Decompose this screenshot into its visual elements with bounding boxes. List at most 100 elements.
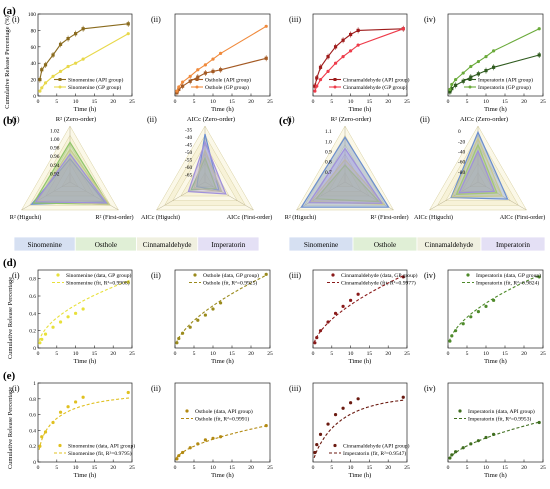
data-point <box>38 78 42 82</box>
panel-tag: (i) <box>12 15 20 24</box>
data-point <box>126 32 130 36</box>
x-axis-label: Time (h) <box>211 106 234 113</box>
legend-entry-0: Sinomenine (data, API group) <box>58 443 135 450</box>
data-point <box>356 28 360 32</box>
radar-scale-label: 0.98 <box>50 146 60 152</box>
panel-tag: (i) <box>287 115 295 124</box>
x-tick-label: 10 <box>483 465 489 471</box>
data-point <box>356 397 360 401</box>
legend-marker <box>333 78 337 81</box>
fit-line-1 <box>175 274 268 344</box>
radar-series-osthole <box>455 143 498 196</box>
legend-entry-0: Imperatorin (API group) <box>464 77 533 84</box>
legend-label: Imperatorin <box>496 241 530 249</box>
panel-tag: (iv) <box>424 271 436 280</box>
data-point <box>66 405 70 409</box>
radar-axis-label: AICc (Higuchi) <box>414 214 453 221</box>
fit-line-1 <box>313 274 405 343</box>
data-point <box>318 432 323 436</box>
legend-label: Cinnamaldehyde (fit, R²=0.9977) <box>341 280 416 287</box>
y-tick-label: 100 <box>28 12 36 18</box>
data-point <box>448 90 452 94</box>
data-point <box>219 68 223 72</box>
data-point <box>356 292 360 296</box>
x-axis-label: Time (h) <box>484 358 507 365</box>
data-point <box>177 85 181 89</box>
panel-tag: (ii) <box>420 115 430 124</box>
radar-series-cinnamaldehyde <box>451 136 504 198</box>
data-point <box>196 318 200 322</box>
radar-scale-label: -40 <box>458 149 465 155</box>
legend-entry-0: Osthole (data, API group) <box>185 408 253 415</box>
radar-spoke <box>21 181 71 211</box>
data-point <box>58 69 63 73</box>
data-point <box>333 311 338 315</box>
data-point <box>211 57 215 61</box>
y-tick-label: 0.2 <box>29 329 36 335</box>
panel-tag: (iii) <box>289 15 301 24</box>
data-point <box>461 71 465 75</box>
panel-c-ii: -80 -60 -40 -20 0 AICc (Zero-order) AICc (Firs… <box>414 115 545 221</box>
radar-axis-label: R² (First-order) <box>370 214 408 221</box>
x-tick-label: 5 <box>466 99 469 105</box>
legend-entry-0: Cinnamaldehyde (data, GP group) <box>331 272 418 279</box>
legend-entry-1: Sinomenine (GP group) <box>54 84 121 91</box>
legend-marker <box>333 443 337 448</box>
panel-a-iv: (iv) 0 5 10 15 20 25 Time (h) Imperatorin (API g… <box>424 13 546 113</box>
data-point <box>537 420 541 425</box>
data-point <box>476 59 480 64</box>
legend-entry-0: Imperatorin (data, GP group) <box>466 272 541 279</box>
data-point <box>341 55 345 59</box>
panel-d-i: (i) 0 5 10 15 20 25 Time (h) 0 0.2 0.4 0.6 0.8 Sinome… <box>12 269 135 365</box>
x-axis-label: Time (h) <box>211 358 234 365</box>
data-point <box>126 22 130 26</box>
legend-entry-0: Osthole (data, GP group) <box>193 272 259 279</box>
x-tick-label: 5 <box>55 465 58 471</box>
fit-line-1 <box>38 279 130 342</box>
radar-axis-label: AICc (Higuchi) <box>141 214 180 221</box>
legend-label: Cinnamaldehyde (API group) <box>343 77 410 84</box>
y-tick-label: 80 <box>31 28 37 34</box>
data-point <box>341 406 345 410</box>
x-tick-label: 15 <box>502 99 508 105</box>
x-tick-label: 5 <box>466 465 469 471</box>
data-point <box>203 438 207 442</box>
legend-entry-1: Osthole (fit, R²=0.9925) <box>189 280 257 287</box>
x-tick-label: 10 <box>348 351 354 357</box>
x-tick-label: 15 <box>502 465 508 471</box>
radar-spoke <box>296 181 346 211</box>
data-point <box>349 32 353 37</box>
row-d-ylabel: Cumulative Release Percentage <box>7 277 14 359</box>
fit-line-1 <box>175 425 268 459</box>
legend-entry-0: Cinnamaldehyde (API group) <box>329 77 410 84</box>
radar-scale-label: -50 <box>185 150 192 156</box>
data-point <box>188 79 192 83</box>
data-point <box>318 78 323 82</box>
x-tick-label: 5 <box>193 99 196 105</box>
x-tick-label: 0 <box>447 99 450 105</box>
fit-line-1 <box>38 397 130 451</box>
x-tick-label: 15 <box>367 99 373 105</box>
plot-frame <box>447 382 544 463</box>
data-point <box>484 68 488 73</box>
x-tick-label: 10 <box>73 465 79 471</box>
data-point <box>66 315 70 319</box>
data-point <box>40 68 44 72</box>
data-point <box>203 71 207 75</box>
radar-scale-label: 1.1 <box>325 129 332 135</box>
plot-frame <box>174 13 271 97</box>
y-tick-label: 0.2 <box>29 444 36 450</box>
radar-spoke <box>429 181 479 211</box>
y-tick-label: 20 <box>31 78 37 84</box>
panel-tag: (iii) <box>289 384 301 393</box>
legend-label: Osthole (GP group) <box>205 84 249 91</box>
legend-label: Cinnamaldehyde (data, GP group) <box>341 272 418 279</box>
data-point <box>313 84 317 88</box>
row-tag-a: (a) <box>3 5 16 17</box>
legend-entry-1: Imperatorin (fit, R²=0.9547) <box>329 450 406 457</box>
row-tag-d: (d) <box>3 257 17 269</box>
data-point <box>43 332 48 336</box>
plot-frame <box>447 269 544 349</box>
legend-marker <box>468 85 472 89</box>
data-point <box>211 69 215 73</box>
